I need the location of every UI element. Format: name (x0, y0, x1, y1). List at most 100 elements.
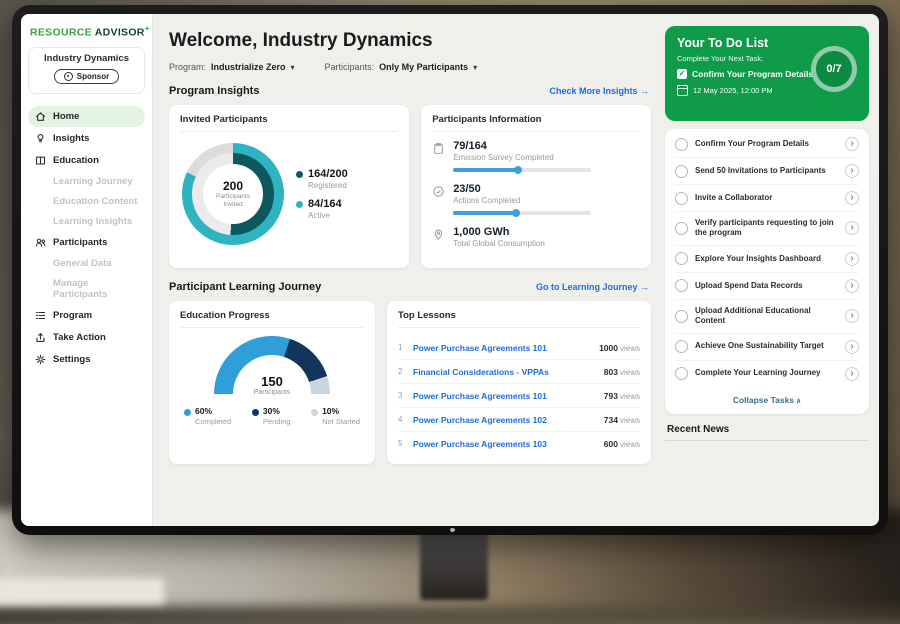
sponsor-badge-icon (63, 71, 73, 81)
stat-value: 1,000 GWh (453, 226, 510, 238)
chevron-right-icon[interactable] (845, 309, 859, 324)
program-insights-header: Program Insights Check More Insights (169, 85, 649, 97)
sidebar-item-label: Learning Insights (53, 215, 133, 227)
task-row[interactable]: Upload Additional Educational Content (675, 300, 859, 334)
task-row[interactable]: Invite a Collaborator (675, 185, 859, 212)
task-row[interactable]: Confirm Your Program Details (675, 131, 859, 158)
task-checkbox[interactable] (675, 221, 688, 235)
stat-actions-completed: 23/50 Actions Completed (432, 183, 640, 217)
chevron-right-icon[interactable] (845, 278, 859, 293)
lesson-row[interactable]: 3 Power Purchase Agreements 101 793 views (398, 384, 640, 408)
task-checkbox[interactable] (675, 340, 688, 354)
lesson-row[interactable]: 4 Power Purchase Agreements 102 734 views (398, 408, 640, 432)
task-checkbox[interactable] (675, 367, 688, 381)
task-row[interactable]: Explore Your Insights Dashboard (675, 246, 859, 273)
home-icon (35, 111, 46, 122)
clipboard-icon (432, 140, 445, 172)
legend-registered: 164/200 Registered (296, 168, 348, 190)
sidebar-item-education-content[interactable]: Education Content (28, 192, 145, 211)
education-legend: 60% Completed 30% Pending (180, 406, 364, 426)
registered-label: Registered (308, 181, 347, 190)
task-checkbox[interactable] (675, 137, 688, 151)
logo-resource: RESOURCE (30, 26, 92, 39)
screen: RESOURCE ADVISOR+ Industry Dynamics Spon… (21, 14, 879, 526)
stat-value: 23/50 (453, 183, 481, 195)
legend-not-started: 10% Not Started (311, 406, 360, 426)
sponsor-badge[interactable]: Sponsor (53, 68, 120, 84)
participants-information-card: Participants Information 79/164 Emission… (421, 105, 651, 268)
lesson-views: 793 views (603, 390, 640, 401)
todo-panel: Your To Do List Complete Your Next Task:… (663, 14, 879, 526)
not-started-pct: 10% (322, 406, 340, 416)
insights-cards-row: Invited Participants 200 Participants In… (169, 105, 651, 268)
task-row[interactable]: Send 50 Invitations to Participants (675, 158, 859, 185)
sidebar-item-label: Education (53, 154, 99, 166)
invited-donut-outer: 200 Participants Invited (182, 143, 284, 245)
todo-subtitle: Complete Your Next Task: (677, 54, 764, 63)
task-checkbox[interactable] (675, 279, 688, 293)
participants-select[interactable]: Participants: Only My Participants ▾ (325, 62, 478, 72)
sidebar-item-learning-insights[interactable]: Learning Insights (28, 212, 145, 231)
legend-pending: 30% Pending (251, 406, 291, 426)
todo-due-date: 12 May 2025, 12:00 PM (677, 85, 857, 96)
info-card-title: Participants Information (432, 114, 640, 132)
chevron-right-icon[interactable] (845, 221, 859, 236)
lesson-link[interactable]: Financial Considerations - VPPAs (413, 366, 549, 377)
sidebar-item-participants[interactable]: Participants (28, 232, 145, 253)
sidebar-item-general-data[interactable]: General Data (28, 254, 145, 273)
chevron-right-icon[interactable] (845, 366, 859, 381)
chevron-right-icon[interactable] (845, 191, 859, 205)
calendar-icon (677, 85, 688, 96)
sidebar-item-insights[interactable]: Insights (28, 128, 145, 149)
chevron-right-icon[interactable] (845, 137, 859, 151)
task-checkbox[interactable] (675, 309, 688, 323)
lesson-row[interactable]: 5 Power Purchase Agreements 103 600 views (398, 432, 640, 455)
chevron-right-icon[interactable] (845, 164, 859, 178)
active-value: 84/164 (308, 198, 342, 210)
sidebar-item-education[interactable]: Education (28, 150, 145, 171)
active-label: Active (308, 211, 330, 220)
chevron-right-icon[interactable] (845, 251, 859, 266)
task-checkbox[interactable] (675, 164, 688, 178)
chevron-right-icon[interactable] (845, 339, 859, 354)
sidebar-item-label: Home (53, 110, 80, 122)
collapse-tasks-link[interactable]: Collapse Tasks (675, 387, 859, 414)
task-checkbox[interactable] (675, 191, 688, 205)
stat-label: Actions Completed (453, 196, 521, 205)
sidebar-item-take-action[interactable]: Take Action (28, 327, 145, 348)
learning-journey-title: Participant Learning Journey (169, 281, 322, 293)
lesson-link[interactable]: Power Purchase Agreements 101 (413, 342, 547, 353)
task-row[interactable]: Achieve One Sustainability Target (675, 334, 859, 361)
program-select[interactable]: Program: Industrialize Zero ▾ (169, 62, 295, 72)
todo-due-date-label: 12 May 2025, 12:00 PM (693, 86, 773, 95)
task-row[interactable]: Complete Your Learning Journey (675, 361, 859, 387)
sidebar-item-learning-journey[interactable]: Learning Journey (28, 172, 145, 191)
org-name: Industry Dynamics (44, 52, 129, 64)
education-center-label: Participants (253, 389, 291, 396)
go-to-learning-journey-link[interactable]: Go to Learning Journey (536, 282, 649, 292)
sidebar-item-manage-participants[interactable]: Manage Participants (28, 274, 145, 304)
invited-legend: 164/200 Registered 84/164 Active (296, 160, 348, 228)
lesson-link[interactable]: Power Purchase Agreements 102 (413, 414, 547, 425)
actions-progress-bar (453, 209, 592, 217)
top-lessons-title: Top Lessons (398, 310, 640, 328)
lesson-link[interactable]: Power Purchase Agreements 101 (413, 390, 547, 401)
sidebar-item-settings[interactable]: Settings (28, 349, 145, 370)
check-more-insights-link[interactable]: Check More Insights (549, 86, 649, 96)
lesson-row[interactable]: 2 Financial Considerations - VPPAs 803 vi… (398, 360, 640, 384)
invited-center-value: 200 (222, 178, 244, 193)
task-label: Invite a Collaborator (695, 192, 773, 202)
participants-select-value: Only My Participants (379, 62, 469, 72)
sidebar-item-program[interactable]: Program (28, 305, 145, 326)
logo-advisor: ADVISOR (94, 26, 145, 39)
todo-next-task[interactable]: Confirm Your Program Details (677, 69, 817, 79)
pending-label: Pending (262, 417, 291, 426)
bulb-icon (35, 133, 46, 144)
active-dot-icon (296, 201, 303, 208)
sidebar-item-home[interactable]: Home (28, 105, 145, 127)
task-checkbox[interactable] (675, 252, 688, 266)
lesson-row[interactable]: 1 Power Purchase Agreements 101 1000 view… (398, 336, 640, 360)
lesson-link[interactable]: Power Purchase Agreements 103 (413, 438, 547, 449)
task-row[interactable]: Upload Spend Data Records (675, 273, 859, 300)
task-row[interactable]: Verify participants requesting to join t… (675, 212, 859, 246)
